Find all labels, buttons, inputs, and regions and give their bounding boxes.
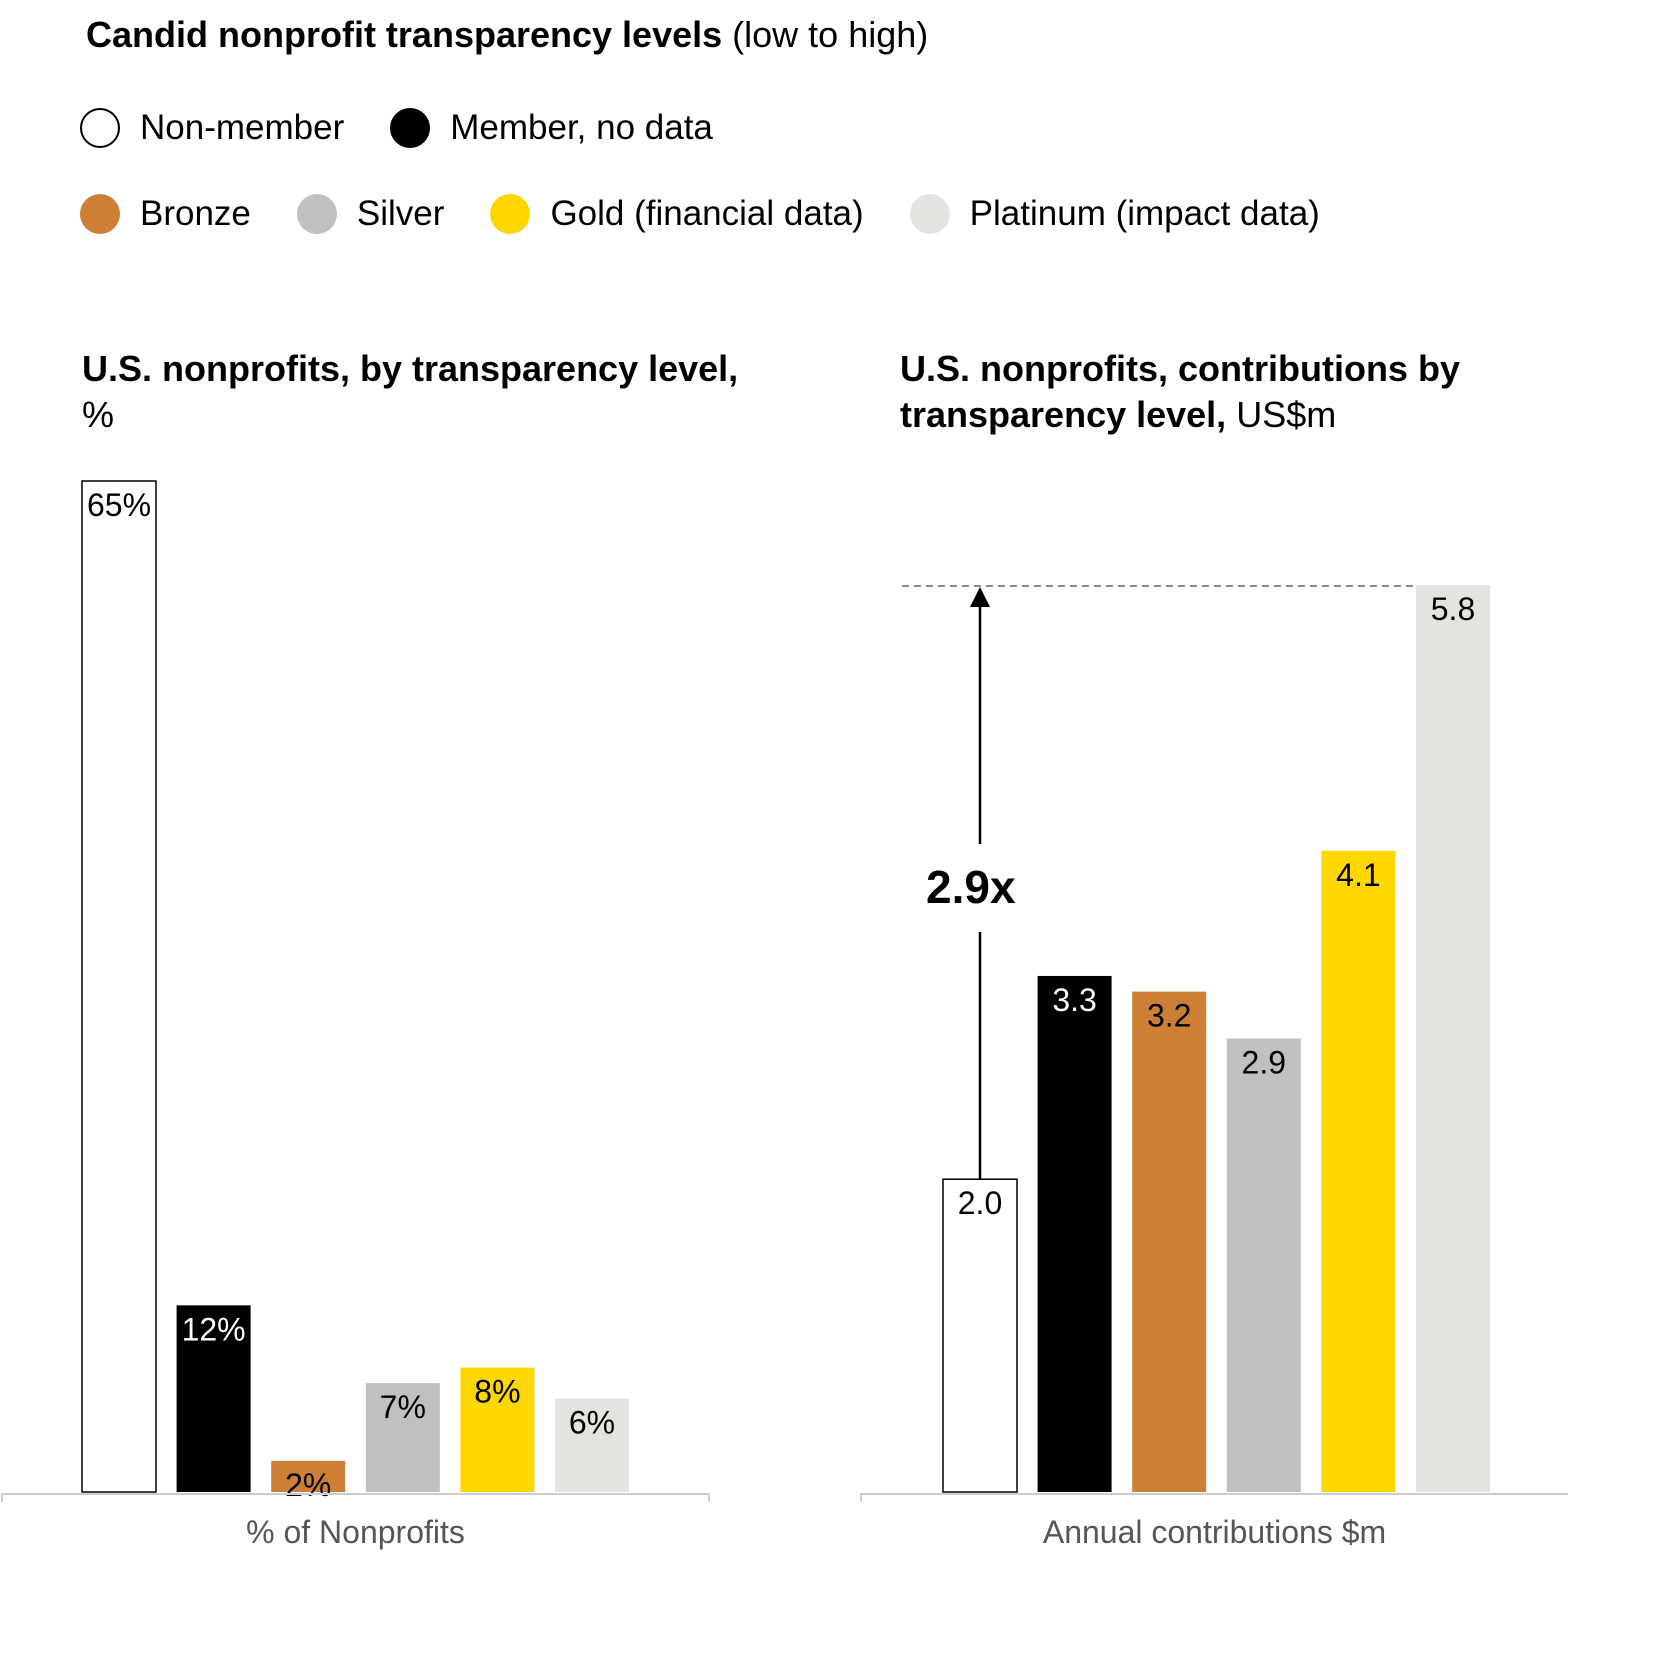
right-data-label-3: 2.9: [1242, 1045, 1286, 1081]
right-bar-5: [1416, 585, 1490, 1492]
legend-label-silver: Silver: [356, 194, 445, 233]
left-bar-5: [555, 1398, 629, 1492]
legend-label-platinum: Platinum (impact data): [969, 194, 1320, 233]
left-bar-3: [365, 1383, 440, 1492]
right-data-label-2: 3.2: [1147, 998, 1191, 1034]
legend-row-2: Bronze Silver Gold (financial data) Plat…: [80, 194, 1366, 234]
right-x-axis: [860, 1493, 1568, 1502]
right-bar-2: [1132, 991, 1207, 1492]
left-data-label-0: 65%: [87, 487, 151, 523]
left-panel-title-unit: %: [82, 394, 115, 435]
left-data-label-3: 7%: [380, 1389, 426, 1425]
left-data-label-5: 6%: [569, 1405, 615, 1441]
legend-label-gold: Gold (financial data): [550, 194, 864, 233]
charts-svg: 65% 12% 2% 7% 8% 6% 2.0 3.3 3.2 2.9 4.1 5.8: [1, 480, 1568, 1503]
chart-title-subtitle: (low to high): [732, 14, 929, 55]
left-data-label-2: 2%: [285, 1467, 331, 1503]
legend-label-non-member: Non-member: [140, 108, 345, 147]
chart-title: Candid nonprofit transparency levels (lo…: [86, 14, 928, 56]
right-x-axis-label: Annual contributions $m: [1042, 1514, 1387, 1550]
chart-axes: [1, 1493, 1568, 1502]
chart-title-bold: Candid nonprofit transparency levels: [86, 14, 723, 55]
right-bar-1: [1037, 975, 1112, 1492]
legend-swatch-bronze: [80, 194, 120, 234]
right-data-label-0: 2.0: [958, 1185, 1002, 1221]
legend-item-platinum: Platinum (impact data): [909, 194, 1320, 234]
left-panel-title-bold: U.S. nonprofits, by transparency level,: [82, 348, 739, 389]
right-panel-title: U.S. nonprofits, contributions by transp…: [900, 346, 1560, 438]
legend-label-member-no-data: Member, no data: [450, 108, 713, 147]
legend-swatch-gold: [490, 194, 531, 234]
legend-item-bronze: Bronze: [80, 194, 251, 234]
legend-item-silver: Silver: [296, 194, 445, 234]
left-panel-title: U.S. nonprofits, by transparency level, …: [82, 346, 742, 438]
right-data-label-5: 5.8: [1431, 591, 1475, 627]
right-bar-4: [1321, 850, 1396, 1492]
right-bar-chart: 2.0 3.3 3.2 2.9 4.1 5.8: [942, 585, 1490, 1493]
left-x-axis-label: % of Nonprofits: [246, 1514, 465, 1550]
right-bar-0: [942, 1178, 1018, 1493]
legend-label-bronze: Bronze: [140, 194, 251, 233]
right-panel-title-bold: U.S. nonprofits, contributions by transp…: [900, 348, 1460, 435]
legend-item-member-no-data: Member, no data: [390, 108, 713, 148]
legend-row-1: Non-member Member, no data: [80, 108, 759, 148]
legend-item-gold: Gold (financial data): [490, 194, 864, 234]
ratio-annotation: [902, 585, 1416, 1180]
right-data-label-1: 3.3: [1052, 982, 1096, 1018]
legend-item-non-member: Non-member: [80, 108, 344, 148]
legend-swatch-silver: [296, 194, 337, 234]
left-bar-4: [460, 1367, 535, 1492]
left-bar-chart: 65% 12% 2% 7% 8% 6%: [81, 480, 629, 1503]
ratio-annotation-label: 2.9x: [926, 861, 1016, 913]
left-bar-0: [81, 480, 157, 1493]
right-panel-title-unit: US$m: [1236, 394, 1337, 435]
left-bar-1: [176, 1305, 251, 1492]
left-data-label-4: 8%: [474, 1374, 520, 1410]
legend-swatch-platinum: [909, 194, 950, 234]
left-x-axis: [1, 1493, 710, 1502]
right-bar-3: [1226, 1038, 1301, 1492]
legend-swatch-non-member: [80, 108, 120, 148]
left-data-label-1: 12%: [182, 1311, 246, 1347]
ratio-arrow-head: [970, 587, 990, 607]
legend-swatch-member-no-data: [390, 108, 431, 148]
left-bar-2: [271, 1460, 346, 1492]
right-data-label-4: 4.1: [1336, 857, 1380, 893]
